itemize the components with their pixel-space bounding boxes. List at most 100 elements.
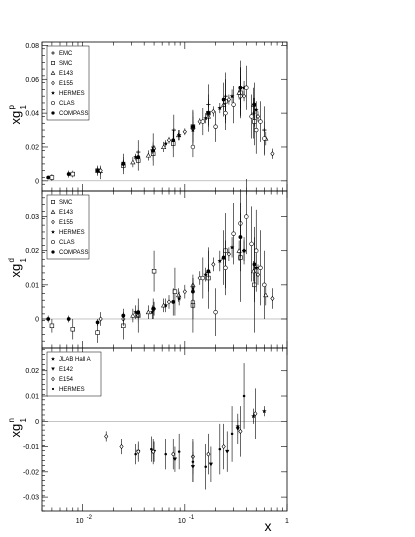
- data-point: [49, 175, 55, 180]
- panel-proton: 0 0.02 0.04 0.06 0.08 xgp 1 EMC SMC E143 E155 HERME…: [7, 41, 288, 192]
- data-point: [244, 85, 249, 90]
- data-point: [172, 457, 178, 462]
- data-point: [171, 138, 176, 143]
- series-hermes: [134, 363, 246, 490]
- plot-frame-neutron: [41, 347, 288, 512]
- y-tick-label: 0.08: [25, 43, 39, 50]
- y-tick-label: 0: [35, 419, 39, 426]
- y-tick-label: 0.04: [25, 111, 39, 118]
- legend-marker: [51, 250, 55, 254]
- data-point: [171, 300, 176, 304]
- data-point: [182, 129, 187, 135]
- data-point: [136, 310, 141, 315]
- data-point: [251, 111, 256, 116]
- legend-entry: JLAB Hall A: [59, 357, 91, 363]
- data-point: [151, 148, 156, 153]
- data-point: [226, 251, 231, 257]
- y-tick-label: -0.03: [23, 495, 39, 502]
- data-point: [229, 93, 235, 99]
- data-point: [119, 443, 124, 450]
- legend-entry: E154: [59, 377, 74, 383]
- data-point: [70, 327, 75, 332]
- data-point: [150, 447, 153, 451]
- x-tick-label: 10 -2: [76, 515, 93, 525]
- data-point: [208, 462, 214, 467]
- data-point: [251, 413, 256, 419]
- legend-entry: HERMES: [59, 230, 85, 236]
- data-point: [145, 152, 152, 158]
- x-tick-label-base: 10: [76, 518, 84, 525]
- data-point: [230, 432, 234, 436]
- y-axis-label-text: xg: [8, 424, 23, 438]
- data-point: [221, 443, 226, 450]
- data-point: [163, 141, 169, 146]
- legend-marker: [51, 219, 55, 225]
- data-point: [258, 265, 263, 270]
- data-point: [176, 132, 182, 138]
- data-point: [145, 309, 152, 315]
- data-point: [190, 144, 196, 150]
- data-point: [200, 275, 206, 281]
- data-point: [66, 172, 71, 176]
- data-point: [255, 113, 261, 120]
- data-point: [206, 111, 211, 116]
- data-point: [262, 282, 267, 288]
- data-point: [218, 447, 222, 451]
- y-tick-label: -0.01: [23, 444, 39, 451]
- legend-marker: [51, 90, 55, 95]
- data-point: [149, 309, 155, 315]
- data-point: [223, 265, 228, 270]
- x-tick-label-exponent: -1: [189, 515, 195, 521]
- legend-entry: SMC: [59, 200, 73, 206]
- data-point: [211, 261, 216, 267]
- data-point: [204, 465, 207, 469]
- legend-marker: [51, 367, 55, 371]
- legend-marker: [51, 356, 55, 361]
- data-point: [200, 119, 206, 124]
- legend-box: [46, 351, 102, 397]
- y-axis-label-proton: xgp 1: [7, 105, 28, 125]
- data-point: [221, 97, 226, 102]
- data-point: [151, 449, 156, 455]
- legend-marker: [51, 51, 55, 55]
- legend-entry: COMPASS: [59, 111, 89, 117]
- legend-deuteron: SMC E143 E155 HERMES CLAS COMPASS: [46, 194, 90, 260]
- data-point: [176, 296, 182, 301]
- data-point: [98, 316, 103, 322]
- legend-marker: [51, 387, 55, 391]
- y-tick-label: 0.06: [25, 77, 39, 84]
- data-point: [213, 124, 218, 129]
- series-compass: [46, 67, 257, 180]
- x-axis-label: x: [265, 518, 272, 534]
- data-point: [262, 408, 267, 414]
- data-point: [270, 151, 275, 157]
- data-point: [238, 85, 243, 90]
- data-point: [130, 159, 136, 165]
- data-point: [249, 114, 254, 119]
- data-point: [151, 269, 157, 274]
- data-point: [226, 96, 231, 103]
- legend-marker: [51, 229, 55, 234]
- legend-marker: [51, 101, 55, 105]
- data-point: [70, 171, 75, 177]
- panel-deuteron: 0 0.01 0.02 0.03 xg d 1 SMC E143 E155 HERMES CLAS CO…: [7, 179, 288, 349]
- x-tick-label-base: 10: [178, 518, 186, 525]
- data-point: [262, 136, 267, 141]
- data-point: [252, 102, 257, 107]
- data-point: [223, 110, 228, 116]
- y-tick-label: 0: [35, 316, 39, 323]
- data-point: [211, 108, 216, 115]
- data-point: [176, 292, 182, 298]
- data-point: [163, 302, 169, 308]
- series-clas: [190, 65, 267, 158]
- data-point: [206, 451, 211, 457]
- data-point: [235, 427, 240, 431]
- data-point: [253, 411, 258, 417]
- x-tick-label: 10 -1: [178, 515, 195, 525]
- data-point: [249, 241, 254, 247]
- data-point: [95, 330, 100, 335]
- legend-marker: [51, 240, 55, 244]
- x-tick-label-exponent: -2: [87, 515, 93, 521]
- legend-proton: EMC SMC E143 E155 HERMES CLAS COMPASS: [46, 45, 90, 121]
